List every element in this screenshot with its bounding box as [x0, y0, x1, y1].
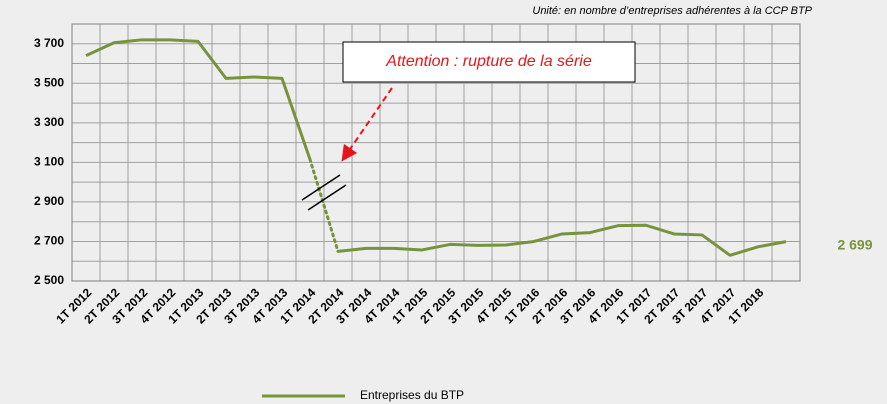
unit-note: Unité: en nombre d’entreprises adhérente…: [532, 5, 812, 17]
y-tick-label: 3 700: [34, 36, 64, 50]
legend-label: Entreprises du BTP: [360, 388, 464, 402]
line: [337, 223, 787, 257]
line: [85, 38, 312, 160]
break-mark: [307, 184, 347, 211]
y-tick-label: 3 500: [34, 75, 64, 89]
data-label: 2 699: [837, 236, 872, 252]
y-tick-label: 2 900: [34, 194, 64, 208]
y-tick-label: 3 100: [34, 155, 64, 169]
break-connector: [308, 157, 340, 253]
y-tick-label: 2 700: [34, 234, 64, 248]
break-mark: [301, 174, 341, 201]
annotation-box: [342, 41, 636, 83]
annotation: Attention : rupture de la série: [385, 53, 592, 70]
y-tick-label: 3 300: [34, 115, 64, 129]
arrow: [341, 87, 393, 162]
plot-frame: [71, 23, 801, 282]
y-tick-label: 2 500: [34, 273, 64, 287]
